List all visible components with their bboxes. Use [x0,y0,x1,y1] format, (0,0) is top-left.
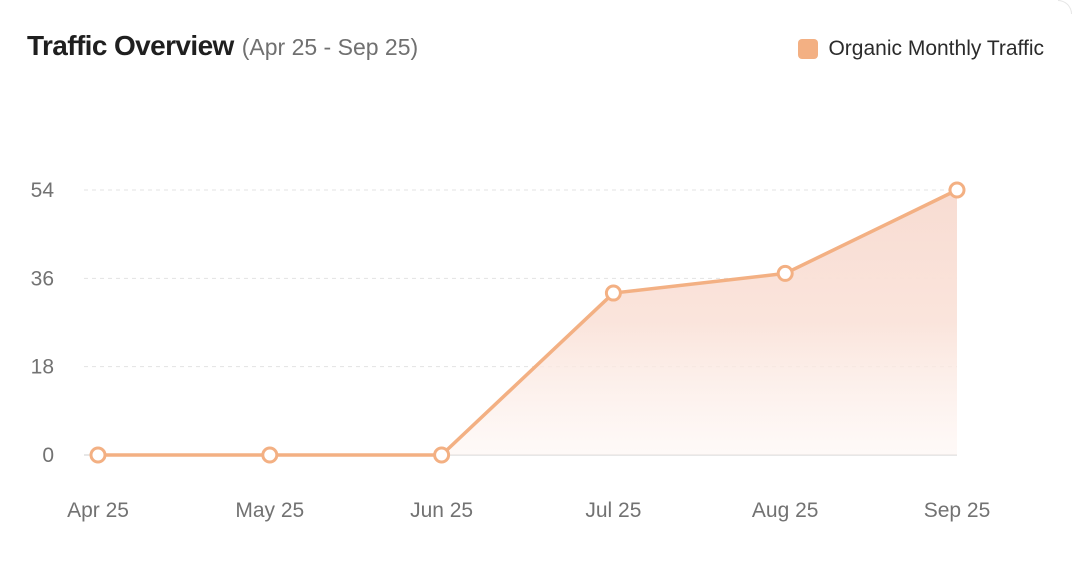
x-tick-label: May 25 [235,499,304,522]
legend-label: Organic Monthly Traffic [828,37,1044,60]
chart-header: Traffic Overview (Apr 25 - Sep 25) [27,30,418,62]
x-axis-ticks: Apr 25 May 25 Jun 25 Jul 25 Aug 25 Sep 25 [67,499,990,522]
series-line [96,188,959,457]
data-point[interactable] [89,446,107,464]
area-fill-layer [98,190,957,455]
y-tick-label: 18 [31,356,54,379]
data-points [89,181,966,464]
chart-title: Traffic Overview [27,30,234,61]
legend-swatch [798,39,819,59]
x-tick-label: Aug 25 [752,499,819,522]
y-axis-ticks: 0 18 36 54 [31,179,55,467]
data-point[interactable] [604,284,622,302]
data-point[interactable] [948,181,966,199]
y-tick-label: 36 [31,267,54,290]
chart-legend[interactable]: Organic Monthly Traffic [798,37,1044,61]
chart-date-range: (Apr 25 - Sep 25) [241,34,419,60]
series-line-layer [96,188,959,457]
area-fill [98,190,957,455]
x-tick-label: Jun 25 [410,499,473,522]
x-tick-label: Apr 25 [67,499,129,522]
x-tick-label: Sep 25 [924,499,991,522]
x-tick-label: Jul 25 [585,499,641,522]
data-point[interactable] [433,446,451,464]
y-tick-label: 0 [42,444,54,467]
data-point[interactable] [776,264,794,282]
y-tick-label: 54 [31,179,55,202]
data-point[interactable] [261,446,279,464]
